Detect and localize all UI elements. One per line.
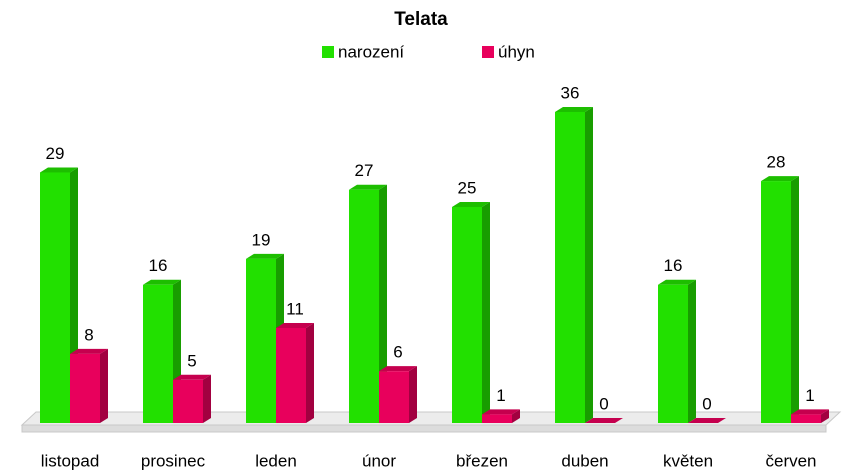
- x-tick-label: duben: [561, 451, 608, 470]
- legend-swatch: [322, 46, 334, 58]
- legend-label: úhyn: [498, 42, 535, 61]
- data-label: 16: [664, 256, 683, 275]
- bar: [482, 414, 512, 423]
- data-label: 0: [702, 394, 711, 413]
- bar: [379, 371, 409, 423]
- bar: [143, 285, 173, 423]
- bar: [70, 354, 100, 423]
- x-tick-label: červen: [765, 451, 816, 470]
- data-label: 27: [355, 161, 374, 180]
- bar: [276, 328, 306, 423]
- data-label: 5: [187, 351, 196, 370]
- data-label: 25: [458, 178, 477, 197]
- chart: Telata narozeníúhyn298listopad165prosine…: [0, 0, 843, 473]
- bar-side: [100, 349, 108, 423]
- data-label: 19: [252, 230, 271, 249]
- floor-edge: [22, 425, 826, 432]
- bar-side: [203, 375, 211, 423]
- x-tick-label: únor: [362, 451, 396, 470]
- data-label: 6: [393, 343, 402, 362]
- bar: [791, 414, 821, 423]
- bar: [452, 207, 482, 423]
- bar: [761, 181, 791, 423]
- x-tick-label: listopad: [41, 451, 100, 470]
- x-tick-label: prosinec: [141, 451, 206, 470]
- bar-side: [585, 107, 593, 423]
- chart-title: Telata: [394, 9, 448, 30]
- data-label: 0: [599, 394, 608, 413]
- bar: [40, 172, 70, 423]
- x-tick-label: březen: [456, 451, 508, 470]
- x-tick-label: květen: [663, 451, 713, 470]
- x-tick-label: leden: [255, 451, 297, 470]
- bar-side: [688, 280, 696, 423]
- bar-side: [306, 323, 314, 423]
- bar: [349, 190, 379, 423]
- bar: [555, 112, 585, 423]
- data-label: 29: [46, 144, 65, 163]
- data-label: 16: [149, 256, 168, 275]
- bar-side: [409, 366, 417, 423]
- data-label: 11: [286, 299, 304, 318]
- data-label: 1: [496, 386, 505, 405]
- bar-side: [482, 202, 490, 423]
- data-label: 28: [767, 153, 786, 172]
- legend-swatch: [482, 46, 494, 58]
- legend-label: narození: [338, 42, 404, 61]
- bar: [658, 285, 688, 423]
- data-label: 1: [805, 386, 814, 405]
- data-label: 8: [84, 325, 93, 344]
- bar: [246, 259, 276, 423]
- bar: [173, 380, 203, 423]
- bar-side: [791, 176, 799, 423]
- data-label: 36: [561, 83, 580, 102]
